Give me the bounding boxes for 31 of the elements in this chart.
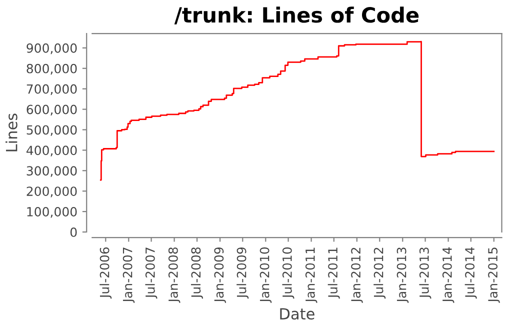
x-tick-label: Jul-2006 — [100, 247, 112, 299]
chart-title: /trunk: Lines of Code — [174, 6, 419, 24]
x-tick-label: Jan-2011 — [305, 248, 318, 303]
y-tick-label: 200,000 — [26, 186, 77, 198]
y-tick-label: 900,000 — [26, 43, 77, 54]
y-tick-label: 700,000 — [26, 84, 77, 96]
y-tick-label: 600,000 — [26, 104, 77, 116]
y-tick-label: 500,000 — [26, 125, 77, 136]
x-tick-label: Jul-2012 — [374, 248, 386, 299]
y-tick-label: 300,000 — [26, 166, 77, 177]
x-tick-label: Jan-2009 — [214, 247, 226, 303]
x-tick-label: Jan-2015 — [488, 248, 500, 303]
x-tick-label: Jan-2013 — [396, 248, 409, 303]
x-tick-label: Jul-2011 — [328, 248, 340, 299]
x-tick-label: Jul-2007 — [145, 248, 158, 299]
x-tick-label: Jul-2013 — [419, 248, 432, 299]
x-tick-label: Jul-2010 — [282, 247, 294, 299]
x-tick-label: Jan-2008 — [168, 247, 180, 303]
x-tick-label: Jul-2014 — [464, 247, 477, 299]
x-tick-label: Jan-2007 — [122, 248, 135, 303]
y-tick-label: 400,000 — [26, 146, 77, 156]
x-tick-label: Jan-2014 — [442, 247, 454, 303]
y-tick-label: 0 — [70, 227, 77, 237]
x-tick-label: Jul-2008 — [190, 247, 203, 299]
y-tick-label: 800,000 — [26, 64, 77, 75]
y-tick-label: 100,000 — [27, 207, 77, 218]
x-axis-title: Date — [280, 308, 314, 320]
y-axis-title: Lines — [6, 114, 18, 152]
x-tick-label: Jan-2010 — [260, 247, 272, 303]
x-tick-label: Jan-2012 — [351, 248, 363, 303]
x-tick-label: Jul-2009 — [236, 247, 249, 299]
